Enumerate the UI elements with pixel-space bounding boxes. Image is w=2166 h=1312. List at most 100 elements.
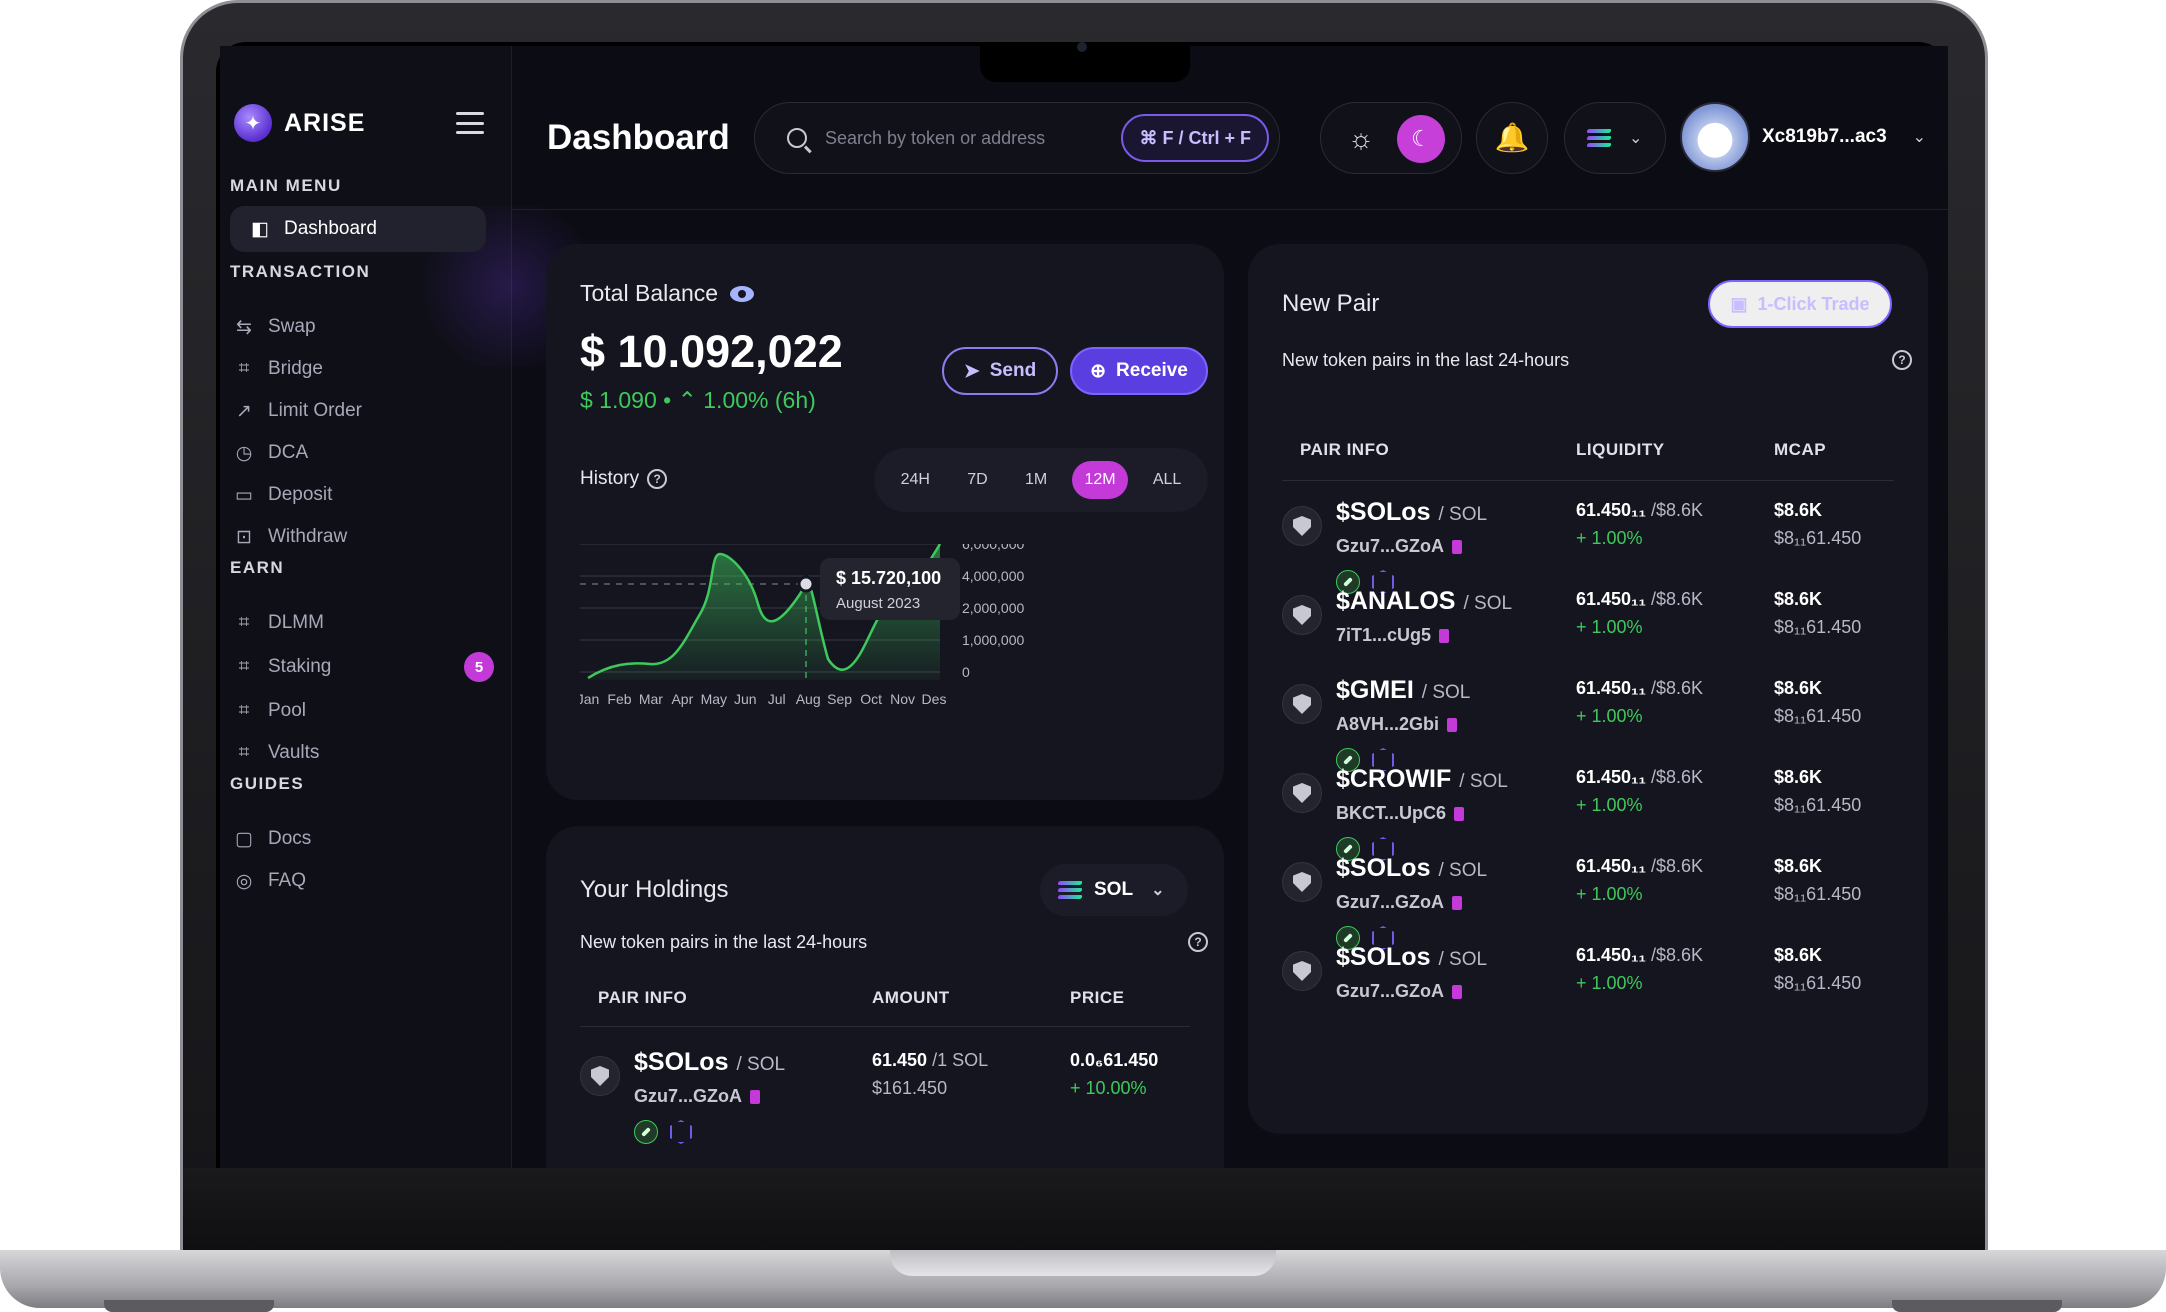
hexagon-icon	[1372, 570, 1394, 594]
pill-icon	[1336, 926, 1360, 950]
help-icon[interactable]: ?	[647, 469, 668, 489]
notification-bell-icon[interactable]: 🔔	[1476, 102, 1548, 174]
sidebar-item-label: FAQ	[268, 870, 307, 891]
pair-row[interactable]: $SOLos / SOL Gzu7...GZoA 61.450₁₁ /$8.6K + 1…	[1248, 498, 1928, 618]
one-click-trade-button[interactable]: ▣ 1-Click Trade	[1708, 280, 1892, 328]
clock-icon: ◷	[235, 442, 253, 464]
pair-row[interactable]: $CROWIF / SOL BKCT...UpC6 61.450₁₁ /$8.6K + …	[1248, 765, 1928, 885]
total-balance-value: $ 10.092,022	[580, 326, 843, 377]
token-address: Gzu7...GZoA	[1336, 981, 1462, 1002]
total-balance-title: Total Balance	[580, 280, 719, 306]
pair-row[interactable]: $SOLos / SOL Gzu7...GZoA 61.450₁₁ /$8.6K + 1…	[1248, 943, 1928, 1063]
receive-button-label: Receive	[1116, 360, 1188, 381]
token-badges	[1336, 570, 1394, 594]
withdraw-icon: ⊡	[236, 526, 252, 548]
balance-change-value: $ 1.090	[580, 387, 657, 413]
liquidity-value: 61.450₁₁	[1576, 767, 1646, 787]
x-tick-label: Feb	[607, 691, 631, 707]
x-tick-label: Sep	[827, 691, 852, 707]
total-balance-label: Total Balance	[580, 280, 755, 307]
pair-row[interactable]: $ANALOS / SOL 7iT1...cUg5 61.450₁₁ /$8.6K + …	[1248, 587, 1928, 707]
search-input[interactable]	[825, 127, 1095, 149]
moon-icon[interactable]: ☾	[1397, 115, 1445, 163]
search-bar[interactable]: ⌘ F / Ctrl + F	[754, 102, 1280, 174]
area-fill	[588, 544, 940, 680]
sidebar-item-label: Vaults	[268, 742, 320, 763]
range-option-12m[interactable]: 12M	[1072, 461, 1128, 499]
chain-selector[interactable]: ⌄	[1564, 102, 1666, 174]
sidebar-item-limit-order[interactable]: ↗ Limit Order	[230, 388, 500, 434]
total-balance-card: Total Balance $ 10.092,022 $ 1.090 • ⌃ 1…	[546, 244, 1224, 800]
sidebar-section-title: GUIDES	[230, 774, 305, 793]
liquidity-value: 61.450₁₁	[1576, 589, 1646, 609]
logo[interactable]: ✦ ARISE	[234, 104, 365, 142]
sun-icon[interactable]: ☼	[1348, 123, 1374, 154]
pill-icon	[1336, 748, 1360, 772]
copy-icon[interactable]	[1454, 806, 1465, 821]
sidebar-item-deposit[interactable]: ▭ Deposit	[230, 472, 500, 518]
copy-icon[interactable]	[750, 1089, 760, 1104]
laptop-base-notch	[890, 1250, 1276, 1276]
pair-liquidity: 61.450₁₁ /$8.6K	[1576, 500, 1703, 521]
sidebar-item-label: Pool	[268, 700, 307, 721]
help-icon[interactable]: ?	[1188, 932, 1208, 952]
briefcase-icon: ▣	[1730, 293, 1748, 314]
receive-button[interactable]: ⊕ Receive	[1070, 347, 1208, 395]
help-icon[interactable]: ?	[1892, 350, 1912, 370]
sidebar-item-dca[interactable]: ◷ DCA	[230, 430, 500, 476]
sidebar-item-docs[interactable]: ▢ Docs	[230, 816, 500, 862]
token-address: 7iT1...cUg5	[1336, 625, 1450, 646]
copy-icon[interactable]	[1439, 628, 1450, 643]
token-quote: / SOL	[1463, 593, 1513, 614]
sidebar-item-vaults[interactable]: ⌗ Vaults	[230, 730, 500, 776]
profile-menu[interactable]: Xc819b7...ac3 ⌄	[1680, 102, 1926, 172]
token-select[interactable]: SOL ⌄	[1040, 864, 1188, 916]
pair-liquidity: 61.450₁₁ /$8.6K	[1576, 589, 1703, 610]
x-tick-label: Jun	[734, 691, 757, 707]
wallet-icon: ▭	[235, 484, 253, 506]
y-tick-label: 0	[962, 664, 970, 680]
range-option-1m[interactable]: 1M	[1024, 471, 1048, 488]
sidebar-item-dashboard[interactable]: ◧ Dashboard	[230, 206, 486, 252]
pair-row[interactable]: $GMEI / SOL A8VH...2Gbi 61.450₁₁ /$8.6K + 1.…	[1248, 676, 1928, 796]
sidebar-item-withdraw[interactable]: ⊡ Withdraw	[230, 514, 500, 560]
range-option-7d[interactable]: 7D	[967, 471, 988, 488]
token-quote: / SOL	[1421, 682, 1471, 703]
history-label: History ?	[580, 468, 668, 490]
holding-row[interactable]: $SOLos / SOL Gzu7...GZoA 61.450 /1 SOL $1…	[546, 1048, 1226, 1168]
menu-toggle-icon[interactable]	[456, 112, 484, 134]
copy-icon[interactable]	[1452, 984, 1462, 999]
sidebar-item-label: DLMM	[268, 612, 324, 633]
history-title: History	[580, 468, 640, 489]
sidebar-item-bridge[interactable]: ⌗ Bridge	[230, 346, 500, 392]
laptop-foot-right	[1892, 1300, 2062, 1312]
pair-row[interactable]: $SOLos / SOL Gzu7...GZoA 61.450₁₁ /$8.6K + 1…	[1248, 854, 1928, 974]
sidebar-section-title: MAIN MENU	[230, 176, 342, 195]
pair-token-name: $ANALOS / SOL	[1336, 587, 1512, 616]
sidebar-item-pool[interactable]: ⌗ Pool	[230, 688, 500, 734]
send-button[interactable]: ➤ Send	[942, 347, 1058, 395]
token-symbol: $SOLos	[1336, 498, 1431, 526]
holdings-title: Your Holdings	[580, 876, 729, 903]
token-symbol: $CROWIF	[1336, 765, 1452, 793]
copy-icon[interactable]	[1447, 717, 1458, 732]
sidebar-item-swap[interactable]: ⇆ Swap	[230, 304, 500, 350]
token-address: Gzu7...GZoA	[1336, 536, 1462, 557]
highlight-point	[797, 575, 815, 593]
send-icon: ➤	[963, 360, 980, 382]
copy-icon[interactable]	[1452, 895, 1462, 910]
eye-icon[interactable]	[730, 285, 755, 302]
range-option-all[interactable]: ALL	[1152, 471, 1182, 488]
sidebar-item-staking[interactable]: ⌗ Staking 5	[230, 644, 500, 690]
token-symbol: $SOLos	[634, 1048, 729, 1076]
y-tick-label: 6,000,000	[962, 544, 1024, 552]
sidebar-item-faq[interactable]: ◎ FAQ	[230, 858, 500, 904]
balance-chart: 6,000,000 4,000,000 2,000,000 1,000,000 0 $ 1…	[577, 536, 1220, 784]
x-tick-label: Mar	[639, 691, 663, 707]
range-option-24h[interactable]: 24H	[900, 471, 930, 488]
laptop-chin	[183, 1168, 1985, 1256]
pair-mcap: $8.6K	[1774, 589, 1823, 609]
sidebar-item-dlmm[interactable]: ⌗ DLMM	[230, 600, 500, 646]
pair-token-name: $CROWIF / SOL	[1336, 765, 1508, 794]
copy-icon[interactable]	[1452, 539, 1462, 554]
